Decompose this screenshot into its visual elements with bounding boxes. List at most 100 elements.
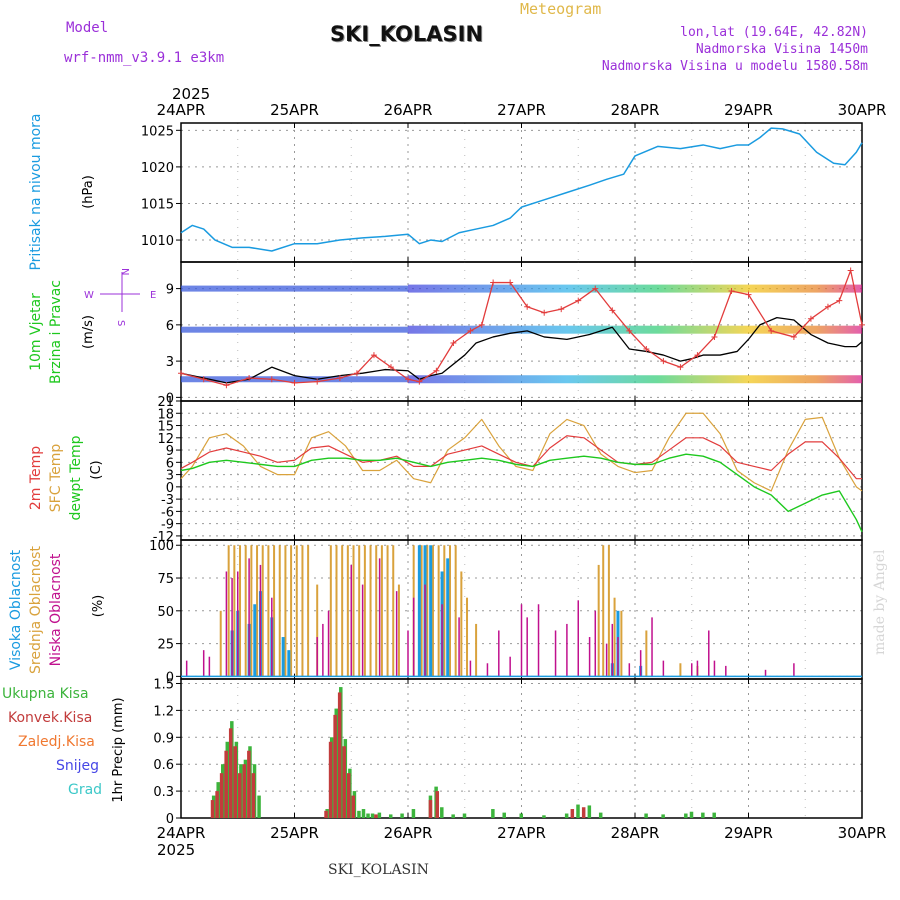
cloud-bar	[526, 617, 528, 677]
temp-axis-title: 2m Temp	[28, 446, 44, 510]
temperature-y-tick-label: 6	[166, 456, 174, 471]
precip-bar	[377, 812, 382, 818]
temperature-y-tick-label: 15	[157, 420, 174, 435]
wind-gust-marker	[609, 307, 616, 314]
x-label-top: 24APR	[157, 101, 206, 119]
precip-bar	[257, 795, 261, 818]
cloud-bar	[380, 545, 383, 677]
x-label-top: 28APR	[611, 101, 660, 119]
cloud-axis-title: Visoka Oblacnost	[8, 549, 24, 670]
wind-gust-marker	[558, 306, 565, 313]
wind-gust-marker	[524, 303, 531, 310]
wind-gust-marker	[416, 378, 423, 385]
wind-speed-line	[180, 316, 863, 384]
compass-w: W	[84, 290, 94, 301]
x-label-bottom: 27APR	[497, 824, 546, 842]
pressure-y-tick-label: 1015	[141, 197, 174, 212]
wind-gust-marker	[433, 367, 440, 374]
cloud-bar	[363, 545, 366, 677]
precip-y-tick-label: 1.5	[153, 677, 174, 692]
wind-y-tick-label: 9	[166, 283, 174, 298]
precip-bar	[400, 813, 404, 818]
wind-gust-marker	[592, 285, 599, 292]
precip-y-tick-label: 0.3	[153, 785, 174, 800]
cloud-bar	[420, 545, 423, 677]
cloud-bar	[679, 663, 682, 677]
year-top: 2025	[172, 85, 210, 103]
wind-gust-marker	[405, 376, 411, 383]
wind-gust-marker	[859, 321, 865, 328]
clouds-y-tick-label: 25	[157, 638, 174, 653]
wind-gust-marker	[178, 370, 184, 377]
cloud-bar	[346, 545, 349, 677]
cloud-bar	[639, 650, 642, 677]
temp2m-line	[180, 435, 862, 480]
wind-gust-marker	[478, 321, 485, 328]
precip-bar	[587, 805, 592, 818]
cloud-bar	[691, 663, 693, 677]
wind-gust-marker	[745, 291, 752, 298]
temperature-y-tick-label: 0	[166, 481, 174, 496]
cloud-bar	[244, 545, 247, 677]
temperature-y-tick-label: -9	[161, 518, 174, 533]
precip-bar	[542, 815, 546, 818]
precip-y-tick-label: 0	[166, 812, 174, 827]
precip-legend-item: Snijeg	[56, 758, 99, 774]
x-label-top: 29APR	[724, 101, 773, 119]
temperature-y-tick-label: 12	[157, 432, 174, 447]
cloud-bar	[316, 637, 318, 677]
compass-cross	[100, 272, 140, 312]
temp-axis-subtitle: SFC Temp	[48, 444, 64, 513]
cloud-bar	[259, 564, 262, 677]
precip-bar	[228, 728, 233, 818]
cloud-bar	[290, 545, 293, 677]
precip-bar	[411, 809, 416, 818]
cloud-bar	[261, 545, 264, 677]
precip-bar	[233, 746, 237, 818]
cloud-bar	[250, 545, 253, 677]
precip-bar	[451, 814, 455, 818]
precip-y-tick-label: 1.2	[153, 704, 174, 719]
cloud-bar	[617, 637, 619, 677]
cloud-bar	[397, 584, 400, 677]
cloud-bar	[429, 545, 433, 677]
wind-barb-band-1	[181, 326, 408, 333]
cloud-bar	[696, 660, 699, 677]
temperature-y-tick-label: 3	[166, 469, 174, 484]
precip-bar	[238, 773, 242, 818]
wind-gust-marker	[370, 352, 377, 359]
x-label-bottom: 30APR	[838, 824, 887, 842]
cloud-bar	[287, 650, 291, 677]
cloud-bar	[486, 663, 489, 677]
cloud-bar	[322, 623, 324, 677]
precip-bar	[342, 746, 346, 818]
cloud-bar	[239, 545, 242, 677]
x-label-bottom: 24APR	[157, 824, 206, 842]
sfc-temp-line	[180, 412, 863, 492]
cloud-bar	[350, 564, 352, 677]
wind-gust-marker	[336, 375, 343, 382]
wind-gust-line	[180, 269, 863, 386]
precip-bar	[333, 714, 337, 818]
precip-bar	[357, 810, 361, 818]
cloud-bar	[611, 623, 614, 677]
wind-gust-marker	[467, 327, 474, 334]
cloud-bar	[793, 663, 795, 677]
x-label-top: 25APR	[270, 101, 319, 119]
precip-legend-item: Ukupna Kisa	[2, 686, 89, 702]
wind-gust-marker	[711, 333, 718, 340]
temperature-panel-frame	[180, 400, 863, 541]
temp-axis-unit: (C)	[89, 460, 104, 479]
precip-bar	[210, 800, 215, 818]
wind-gust-marker	[268, 376, 275, 383]
precip-bar	[491, 809, 495, 818]
precip-bar	[224, 750, 228, 818]
wind-gust-marker	[353, 370, 360, 377]
precip-bar	[361, 809, 366, 818]
cloud-bar	[454, 545, 457, 677]
cloud-bar	[329, 545, 332, 677]
pressure-y-tick-label: 1010	[141, 234, 174, 249]
wind-y-tick-label: 6	[166, 319, 174, 334]
cloud-bar	[227, 545, 230, 677]
precip-bar	[215, 791, 219, 818]
